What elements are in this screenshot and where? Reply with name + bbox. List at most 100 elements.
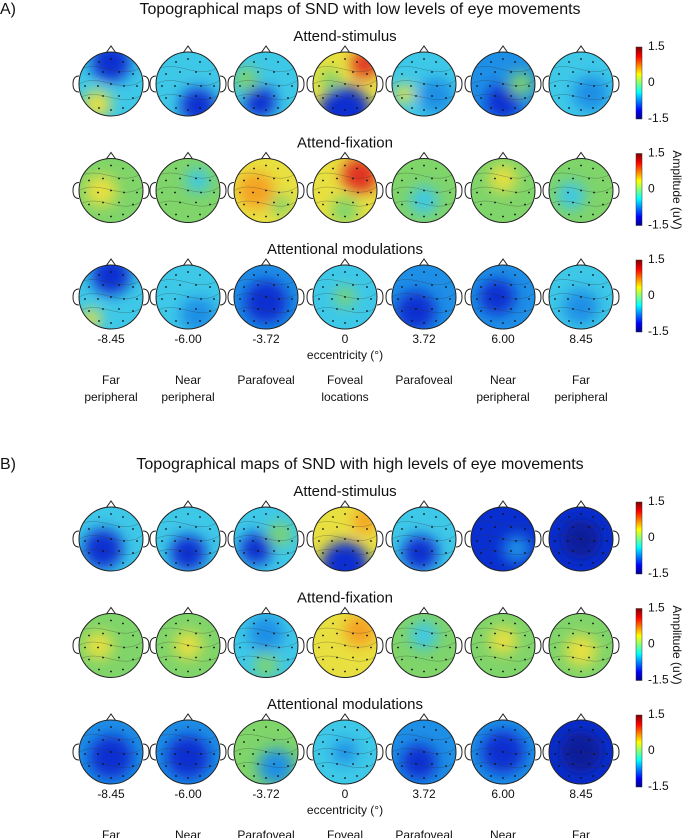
electrode — [436, 298, 438, 300]
electrode — [98, 516, 100, 518]
electrode — [239, 540, 241, 542]
nose — [418, 151, 430, 160]
ear — [227, 75, 235, 93]
ear — [72, 182, 80, 199]
map-blobs — [503, 535, 531, 563]
colorbar-label: Amplitude (uV) — [670, 150, 684, 229]
electrode — [102, 201, 104, 204]
electrode — [435, 61, 437, 63]
contour — [79, 306, 143, 313]
electrode — [287, 73, 289, 75]
electrode — [257, 308, 259, 310]
electrode — [322, 286, 324, 288]
electrode — [98, 562, 100, 564]
electrode — [118, 656, 120, 659]
electrode — [132, 310, 134, 312]
electrode — [118, 550, 120, 552]
electrode — [410, 540, 412, 542]
electrode — [490, 167, 492, 170]
electrode — [357, 298, 359, 300]
nose — [339, 151, 351, 160]
electrode — [366, 634, 368, 637]
electrode — [174, 191, 176, 194]
map-fill — [392, 158, 456, 223]
electrode — [588, 71, 590, 73]
map-fill — [471, 265, 535, 329]
map-fill — [313, 720, 377, 784]
electrode — [102, 95, 104, 97]
electrode — [502, 296, 504, 298]
electrode — [278, 753, 280, 755]
electrode — [322, 97, 324, 99]
ear — [612, 288, 620, 306]
map-blobs — [565, 634, 597, 667]
electrode — [257, 71, 259, 73]
electrode — [554, 540, 556, 542]
ear — [534, 288, 542, 306]
electrode — [602, 765, 604, 767]
map-blob — [401, 744, 437, 780]
electrode — [592, 622, 594, 625]
electrode — [490, 516, 492, 518]
electrode — [572, 308, 574, 310]
contour — [156, 306, 220, 313]
electrode — [187, 538, 189, 540]
electrode — [410, 191, 412, 194]
electrode — [277, 167, 279, 170]
electrode — [257, 632, 259, 635]
electrode — [122, 668, 124, 671]
electrode — [132, 765, 134, 767]
electrode — [423, 164, 425, 167]
electrode — [580, 109, 582, 111]
nose — [260, 45, 272, 54]
electrode — [490, 274, 492, 276]
electrode — [257, 95, 259, 97]
map-blob — [410, 186, 438, 215]
map-blobs — [85, 631, 113, 660]
electrode — [110, 726, 112, 728]
electrode — [449, 753, 451, 755]
map-blobs — [170, 535, 206, 571]
electrode — [397, 646, 399, 649]
map-blob — [410, 621, 438, 650]
colorbar — [635, 501, 643, 575]
electrode — [524, 741, 526, 743]
map-blob — [244, 86, 276, 116]
location-label: Far — [102, 373, 120, 387]
electrode — [356, 775, 358, 777]
head-outline — [155, 506, 221, 572]
electrode — [118, 763, 120, 765]
electrode — [514, 320, 516, 322]
map-blob — [240, 533, 272, 565]
electrode — [209, 203, 211, 206]
electrode — [401, 73, 403, 75]
electrode — [593, 298, 595, 300]
map-blobs — [83, 529, 123, 569]
electrode — [435, 107, 437, 109]
electrode — [436, 540, 438, 542]
eccentricity: -3.72 — [252, 787, 280, 801]
electrode — [161, 753, 163, 755]
head-outline — [233, 506, 299, 572]
topomap — [464, 500, 542, 572]
electrode — [102, 550, 104, 552]
contour — [549, 278, 613, 285]
electrode — [344, 109, 346, 111]
electrode — [366, 73, 368, 75]
topomap — [385, 258, 463, 330]
electrode — [401, 552, 403, 554]
electrode — [606, 540, 608, 542]
electrode — [431, 284, 433, 286]
nose — [105, 713, 117, 722]
nose — [105, 606, 117, 615]
topomap — [72, 713, 150, 785]
contour — [392, 548, 456, 555]
contour — [156, 278, 220, 285]
contour — [313, 733, 377, 740]
contour — [313, 65, 377, 72]
head-outline — [548, 719, 614, 785]
map-fill — [234, 52, 298, 116]
electrode — [580, 619, 582, 622]
electrode — [110, 751, 112, 753]
electrode — [110, 670, 112, 673]
